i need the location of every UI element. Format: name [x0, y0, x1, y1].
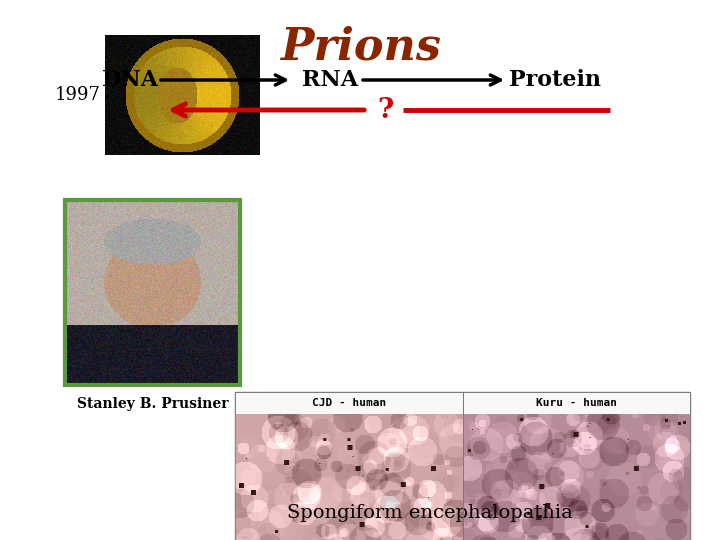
Text: DNA: DNA — [102, 69, 158, 91]
Text: RNA: RNA — [302, 69, 358, 91]
Text: Kuru - human: Kuru - human — [536, 398, 617, 408]
Bar — [462, 392, 690, 414]
Text: ?: ? — [377, 97, 393, 124]
Text: 1997: 1997 — [55, 86, 101, 104]
Text: Spongiform encephalopathia: Spongiform encephalopathia — [287, 504, 573, 522]
Bar — [462, 392, 690, 540]
Text: Protein: Protein — [509, 69, 601, 91]
Bar — [65, 200, 240, 385]
Bar — [235, 392, 462, 540]
Text: Prions: Prions — [279, 25, 441, 68]
Bar — [235, 392, 690, 540]
Text: Stanley B. Prusiner: Stanley B. Prusiner — [77, 397, 228, 411]
Bar — [235, 392, 462, 414]
Text: CJD - human: CJD - human — [312, 398, 386, 408]
